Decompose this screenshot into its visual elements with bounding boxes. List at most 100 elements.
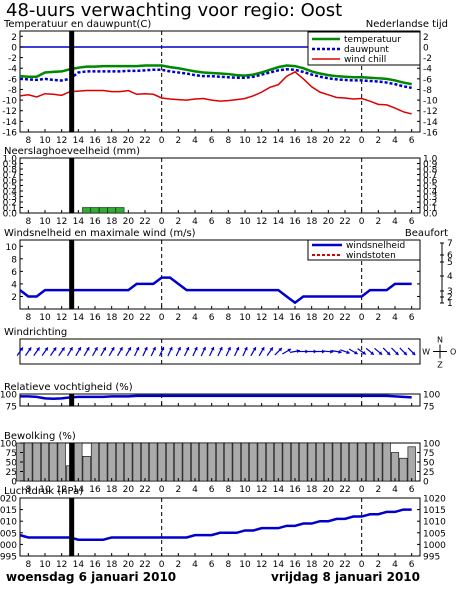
wind-direction-arrow xyxy=(24,347,32,356)
pressure-y-tick-label: 1000 xyxy=(0,541,17,551)
beaufort-tick-label: 7 xyxy=(447,239,453,249)
precip-x-tick-label: 12 xyxy=(56,217,67,227)
beaufort-tick-label: 4 xyxy=(447,272,453,282)
pressure-x-tick-label: 18 xyxy=(106,560,118,570)
wind-x-tick-label: 8 xyxy=(25,313,31,323)
pressure-x-tick-label: 2 xyxy=(175,560,181,570)
precip-x-tick-label: 6 xyxy=(409,217,415,227)
pressure-x-tick-label: 22 xyxy=(139,560,150,570)
cloud-bar xyxy=(157,442,166,482)
wind-arrow-head xyxy=(127,347,132,351)
humidity-y-tick-label-right: 75 xyxy=(423,403,434,413)
wind-direction-arrow xyxy=(399,347,408,356)
wind-title: Windsnelheid en maximale wind (m/s) xyxy=(4,228,196,239)
precip-y-tick-label-right: 0.6 xyxy=(423,177,438,187)
cloud-bar xyxy=(190,442,200,482)
wind-arrow-head xyxy=(252,347,257,351)
temp-legend-label: temperatuur xyxy=(344,35,401,45)
wind-x-tick-label: 2 xyxy=(375,313,381,323)
cloud-x-tick-label: 6 xyxy=(409,485,415,495)
cloud-bar xyxy=(340,442,350,482)
wind-arrow-head xyxy=(202,346,206,351)
cloud-bar xyxy=(374,442,383,482)
cloud-y-tick-label-right: 50 xyxy=(423,459,435,469)
wind-direction-arrow xyxy=(274,347,283,356)
cloud-y-tick-label-right: 25 xyxy=(423,468,434,478)
temp-y-tick-label: -10 xyxy=(2,97,17,107)
page-title: 48-uurs verwachting voor regio: Oost xyxy=(6,0,343,21)
wind-x-tick-label: 8 xyxy=(225,313,231,323)
time-zone-label: Nederlandse tijd xyxy=(366,19,448,30)
wind-x-tick-label: 14 xyxy=(273,313,285,323)
wind-direction-arrow xyxy=(33,347,41,356)
precip-x-tick-label: 10 xyxy=(39,217,51,227)
wind-direction-arrow xyxy=(159,346,165,357)
temp-y-tick-label-right: -10 xyxy=(423,97,438,107)
wind-arrow-head xyxy=(144,346,148,351)
wind-direction-arrow xyxy=(91,346,99,357)
wind-x-tick-label: 10 xyxy=(239,313,251,323)
cloud-y-tick-label-right: 100 xyxy=(423,440,440,450)
wind-arrow-head xyxy=(395,351,399,356)
temp-y-tick-label: -8 xyxy=(8,86,17,96)
wind-arrow-head xyxy=(260,347,265,351)
cloud-bar xyxy=(165,442,175,482)
cloud-bar xyxy=(99,442,108,482)
pressure-x-tick-label: 12 xyxy=(56,560,67,570)
wind-x-tick-label: 12 xyxy=(56,313,67,323)
cloud-bar xyxy=(382,442,391,482)
wind-direction-arrow xyxy=(66,346,74,357)
cloud-bar xyxy=(132,442,141,482)
temp-x-tick-label: 2 xyxy=(175,136,181,146)
precip-y-tick-label-right: 0.0 xyxy=(423,210,438,220)
wind-direction-arrow xyxy=(323,349,334,354)
temp-x-tick-label: 4 xyxy=(192,136,198,146)
pressure-line xyxy=(19,508,412,542)
temp-y-tick-label: 0 xyxy=(11,43,17,53)
precip-y-tick-label-right: 1.0 xyxy=(423,155,438,165)
wind-direction-arrow xyxy=(83,346,90,357)
precip-title: Neerslaghoeveelheid (mm) xyxy=(4,146,140,157)
wind-arrow-head xyxy=(119,347,123,351)
cloud-y-tick-label-right: 0 xyxy=(423,478,429,488)
precip-y-tick-label-right: 0.4 xyxy=(423,188,438,198)
beaufort-tick-label: 2 xyxy=(447,293,453,303)
wind-x-tick-label: 20 xyxy=(323,313,335,323)
wind-x-tick-label: 16 xyxy=(289,313,301,323)
cloud-bar xyxy=(357,442,366,482)
precip-x-tick-label: 4 xyxy=(392,217,398,227)
wind-arrow-head xyxy=(194,346,198,351)
wind-arrow-head xyxy=(330,349,334,354)
pressure-y-tick-label-right: 995 xyxy=(423,553,440,563)
precip-x-tick-label: 0 xyxy=(359,217,365,227)
temp-x-tick-label: 22 xyxy=(139,136,150,146)
cloud-bar xyxy=(57,442,66,482)
precip-y-tick-label: 0.7 xyxy=(3,171,17,181)
cloud-x-tick-label: 16 xyxy=(289,485,301,495)
compass-label: N xyxy=(437,336,443,345)
temp-x-tick-label: 0 xyxy=(159,136,165,146)
cloud-x-tick-label: 6 xyxy=(209,485,215,495)
wind-arrow-head xyxy=(135,346,140,351)
precip-x-tick-label: 16 xyxy=(89,217,101,227)
temp-x-tick-label: 8 xyxy=(225,136,231,146)
temp-y-tick-label-right: -8 xyxy=(423,86,432,96)
beaufort-tick-label: 1 xyxy=(447,299,453,309)
pressure-title: Luchtdruk (hPa) xyxy=(4,486,83,497)
pressure-x-tick-label: 14 xyxy=(273,560,285,570)
precip-x-tick-label: 18 xyxy=(306,217,318,227)
wind-x-tick-label: 22 xyxy=(139,313,150,323)
cloud-bar xyxy=(49,442,58,482)
wind-direction-arrow xyxy=(192,346,198,357)
pressure-x-tick-label: 10 xyxy=(39,560,51,570)
temp-y-tick-label-right: 0 xyxy=(423,43,429,53)
cloud-bar xyxy=(224,442,233,482)
temp-title: Temperatuur en dauwpunt(C) xyxy=(3,19,151,30)
cloud-bar xyxy=(115,442,125,482)
precip-y-tick-label: 1.0 xyxy=(3,155,18,165)
wind-direction-arrow xyxy=(108,346,115,357)
wind-x-tick-label: 6 xyxy=(409,313,415,323)
wind-x-tick-label: 0 xyxy=(159,313,165,323)
wind-arrow-head xyxy=(169,346,173,351)
beaufort-tick-label: 3 xyxy=(447,287,453,297)
